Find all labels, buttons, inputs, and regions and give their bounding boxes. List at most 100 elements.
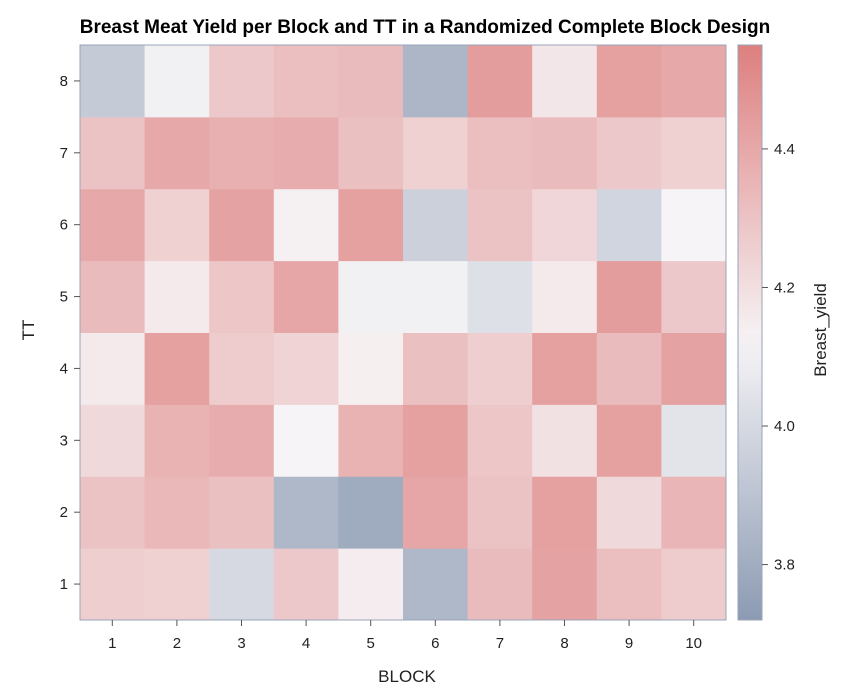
heatmap-cell — [403, 404, 469, 477]
heatmap-cell — [144, 404, 210, 477]
heatmap-cell — [80, 260, 146, 333]
x-tick-label: 6 — [431, 635, 439, 652]
x-tick-label: 10 — [685, 635, 702, 652]
y-tick-label: 6 — [60, 217, 68, 234]
heatmap-cell — [661, 116, 727, 190]
x-tick-label: 4 — [302, 635, 310, 652]
y-tick-label: 4 — [60, 360, 68, 377]
heatmap-cell — [596, 188, 662, 262]
heatmap-cell — [596, 404, 662, 477]
y-tick-label: 2 — [60, 504, 68, 521]
heatmap-cells — [80, 45, 727, 621]
heatmap-cell — [338, 260, 404, 333]
heatmap-cell — [532, 116, 598, 190]
colorbar-tick-label: 4.0 — [774, 418, 795, 435]
heatmap-cell — [661, 188, 727, 262]
colorbar-label: Breast_yield — [811, 283, 830, 377]
heatmap-cell — [273, 404, 339, 477]
heatmap-cell — [80, 116, 146, 190]
heatmap-cell — [144, 188, 210, 262]
colorbar-tick-label: 4.2 — [774, 279, 795, 296]
heatmap-cell — [403, 45, 469, 118]
heatmap-cell — [80, 188, 146, 262]
heatmap-cell — [209, 332, 275, 405]
heatmap-cell — [80, 548, 146, 621]
heatmap-cell — [80, 332, 146, 405]
heatmap-cell — [467, 260, 533, 333]
heatmap-cell — [338, 116, 404, 190]
heatmap-cell — [596, 116, 662, 190]
x-tick-label: 5 — [367, 635, 375, 652]
heatmap-cell — [467, 45, 533, 118]
heatmap-cell — [403, 476, 469, 549]
x-tick-label: 8 — [560, 635, 568, 652]
heatmap-cell — [144, 116, 210, 190]
heatmap-cell — [209, 260, 275, 333]
heatmap-cell — [144, 260, 210, 333]
heatmap-cell — [596, 548, 662, 621]
y-tick-label: 8 — [60, 73, 68, 90]
heatmap-cell — [144, 332, 210, 405]
heatmap-cell — [338, 548, 404, 621]
y-axis-ticks: 1 2 3 4 5 6 7 8 — [60, 73, 80, 593]
heatmap-cell — [209, 404, 275, 477]
heatmap-cell — [144, 45, 210, 118]
heatmap-cell — [403, 116, 469, 190]
heatmap-cell — [209, 476, 275, 549]
heatmap-cell — [596, 476, 662, 549]
heatmap-cell — [209, 45, 275, 118]
heatmap-cell — [661, 332, 727, 405]
x-tick-label: 1 — [108, 635, 116, 652]
colorbar-tick-label: 3.8 — [774, 557, 795, 574]
heatmap-cell — [467, 332, 533, 405]
heatmap-cell — [338, 45, 404, 118]
x-tick-label: 7 — [496, 635, 504, 652]
x-axis-ticks: 1 2 3 4 5 6 7 8 9 10 — [108, 620, 702, 652]
plot-frame — [79, 44, 727, 621]
heatmap-cell — [273, 332, 339, 405]
heatmap-cell — [467, 476, 533, 549]
x-tick-label: 3 — [237, 635, 245, 652]
heatmap-cell — [273, 548, 339, 621]
heatmap-cell — [338, 188, 404, 262]
heatmap-cell — [209, 116, 275, 190]
heatmap-cell — [596, 45, 662, 118]
heatmap-cell — [338, 332, 404, 405]
heatmap-cell — [467, 404, 533, 477]
colorbar-tick-label: 4.4 — [774, 141, 795, 158]
chart-title: Breast Meat Yield per Block and TT in a … — [80, 17, 771, 38]
heatmap-cell — [338, 476, 404, 549]
y-tick-label: 1 — [60, 576, 68, 593]
x-axis-label: BLOCK — [378, 667, 436, 686]
heatmap-cell — [661, 45, 727, 118]
heatmap-cell — [467, 188, 533, 262]
heatmap-cell — [467, 548, 533, 621]
heatmap-cell — [80, 476, 146, 549]
heatmap-cell — [80, 404, 146, 477]
x-tick-label: 2 — [173, 635, 181, 652]
heatmap-cell — [532, 404, 598, 477]
heatmap-cell — [403, 260, 469, 333]
heatmap-cell — [532, 45, 598, 118]
heatmap-cell — [209, 548, 275, 621]
heatmap-cell — [661, 404, 727, 477]
heatmap-cell — [532, 476, 598, 549]
heatmap-cell — [661, 548, 727, 621]
colorbar — [737, 44, 763, 621]
heatmap-cell — [532, 548, 598, 621]
x-tick-label: 9 — [625, 635, 633, 652]
y-tick-label: 7 — [60, 145, 68, 162]
heatmap-cell — [338, 404, 404, 477]
y-tick-label: 5 — [60, 289, 68, 306]
heatmap-cell — [467, 116, 533, 190]
heatmap-cell — [273, 116, 339, 190]
heatmap-cell — [273, 188, 339, 262]
heatmap-cell — [273, 45, 339, 118]
heatmap-cell — [596, 260, 662, 333]
heatmap-cell — [403, 332, 469, 405]
colorbar-ticks: 3.8 4.0 4.2 4.4 — [762, 141, 795, 574]
y-axis-label: TT — [19, 320, 38, 341]
heatmap-cell — [596, 332, 662, 405]
heatmap-cell — [532, 188, 598, 262]
